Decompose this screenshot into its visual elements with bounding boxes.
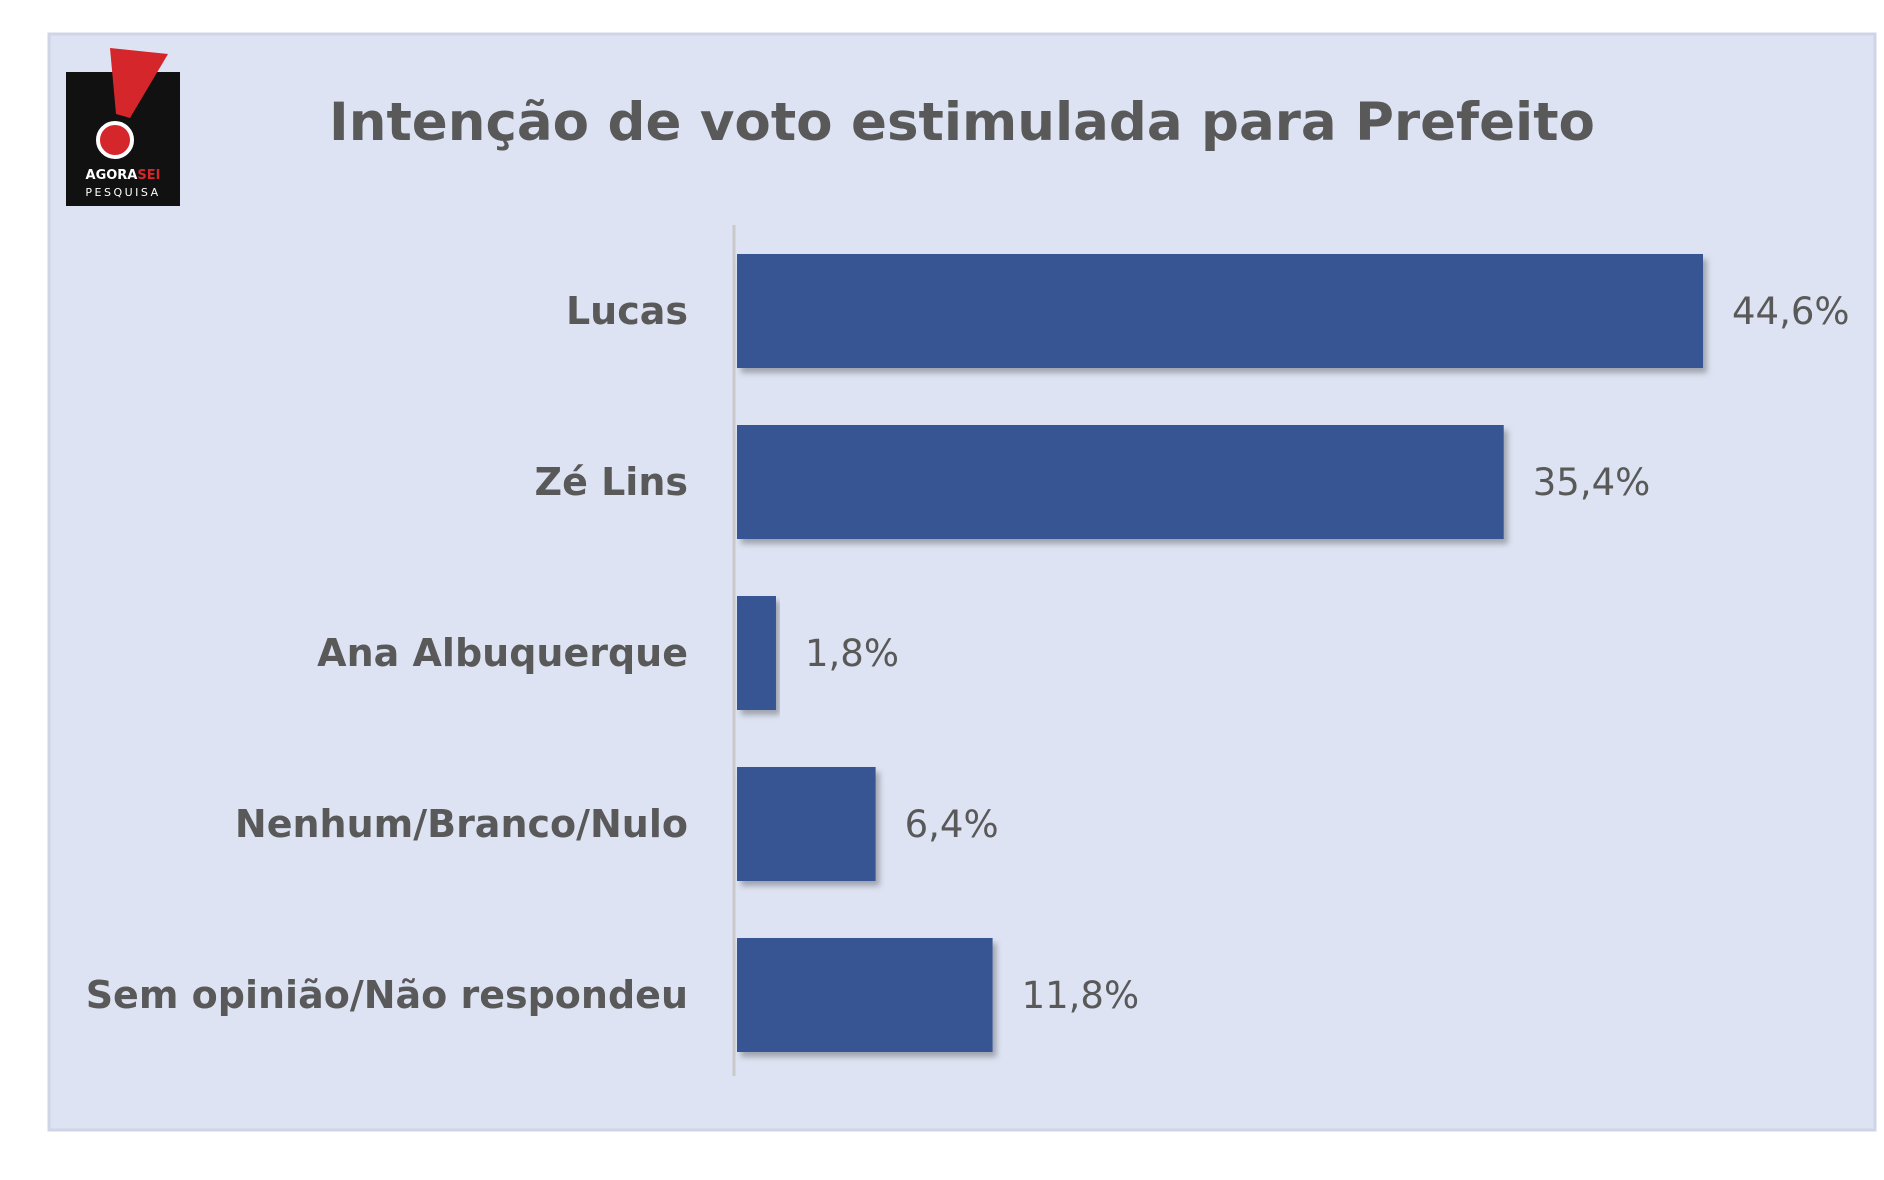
exclamation-icon [110, 48, 168, 118]
bar [737, 254, 1703, 368]
value-label: 1,8% [805, 632, 899, 675]
category-label: Nenhum/Branco/Nulo [235, 802, 688, 846]
category-label: Ana Albuquerque [317, 631, 688, 675]
logo-text-agora: AGORA [86, 168, 138, 183]
bars [737, 254, 1703, 1052]
logo-text-line2: PESQUISA [85, 186, 160, 199]
bar [737, 938, 993, 1052]
bar [737, 767, 876, 881]
agorasei-logo: AGORASEI PESQUISA [66, 48, 180, 206]
logo-text-line1: AGORASEI [86, 168, 161, 183]
bar [737, 596, 776, 710]
category-labels: Lucas Zé Lins Ana Albuquerque Nenhum/Branco… [86, 289, 688, 1017]
value-label: 6,4% [905, 803, 999, 846]
value-label: 35,4% [1533, 461, 1651, 504]
value-label: 11,8% [1022, 974, 1140, 1017]
bar [737, 425, 1504, 539]
value-labels: 44,6% 35,4% 1,8% 6,4% 11,8% [805, 290, 1850, 1017]
exclamation-dot-icon [96, 121, 134, 159]
category-label: Sem opinião/Não respondeu [86, 973, 688, 1017]
value-label: 44,6% [1732, 290, 1850, 333]
category-label: Lucas [566, 289, 688, 333]
chart-title: Intenção de voto estimulada para Prefeit… [329, 92, 1595, 153]
category-label: Zé Lins [535, 460, 688, 504]
logo-text-sei: SEI [137, 168, 160, 183]
